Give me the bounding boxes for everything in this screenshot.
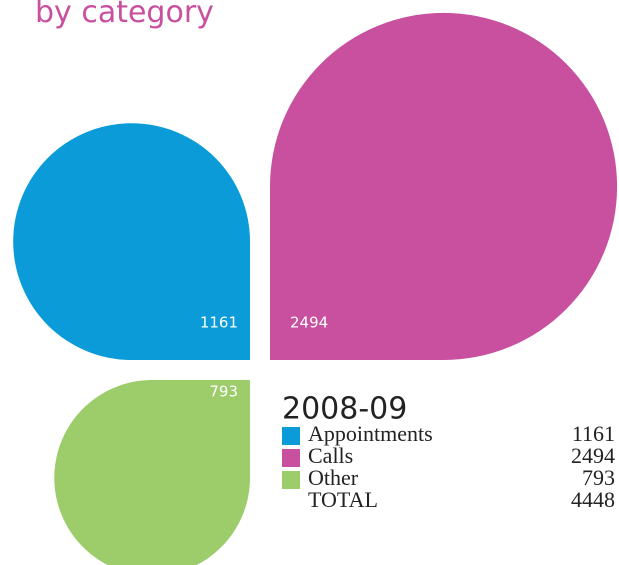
legend-value: 793 [582, 465, 615, 490]
legend-label: Calls [308, 443, 353, 468]
value-label: 793 [209, 383, 238, 401]
legend-swatch [282, 471, 300, 489]
legend-value: 1161 [572, 421, 615, 446]
legend-value: 2494 [571, 443, 615, 468]
petal [54, 380, 250, 565]
petal [13, 123, 250, 360]
legend-swatch [282, 427, 300, 445]
legend-swatch [282, 449, 300, 467]
chart-title: by category [35, 0, 214, 30]
legend-title: 2008-09 [282, 392, 407, 427]
value-label: 2494 [290, 314, 328, 332]
total-value: 4448 [571, 487, 615, 512]
legend-label: Other [308, 465, 359, 490]
legend-label: Appointments [308, 421, 433, 446]
value-label: 1161 [200, 314, 238, 332]
total-label: TOTAL [308, 487, 378, 512]
petal [270, 12, 618, 360]
